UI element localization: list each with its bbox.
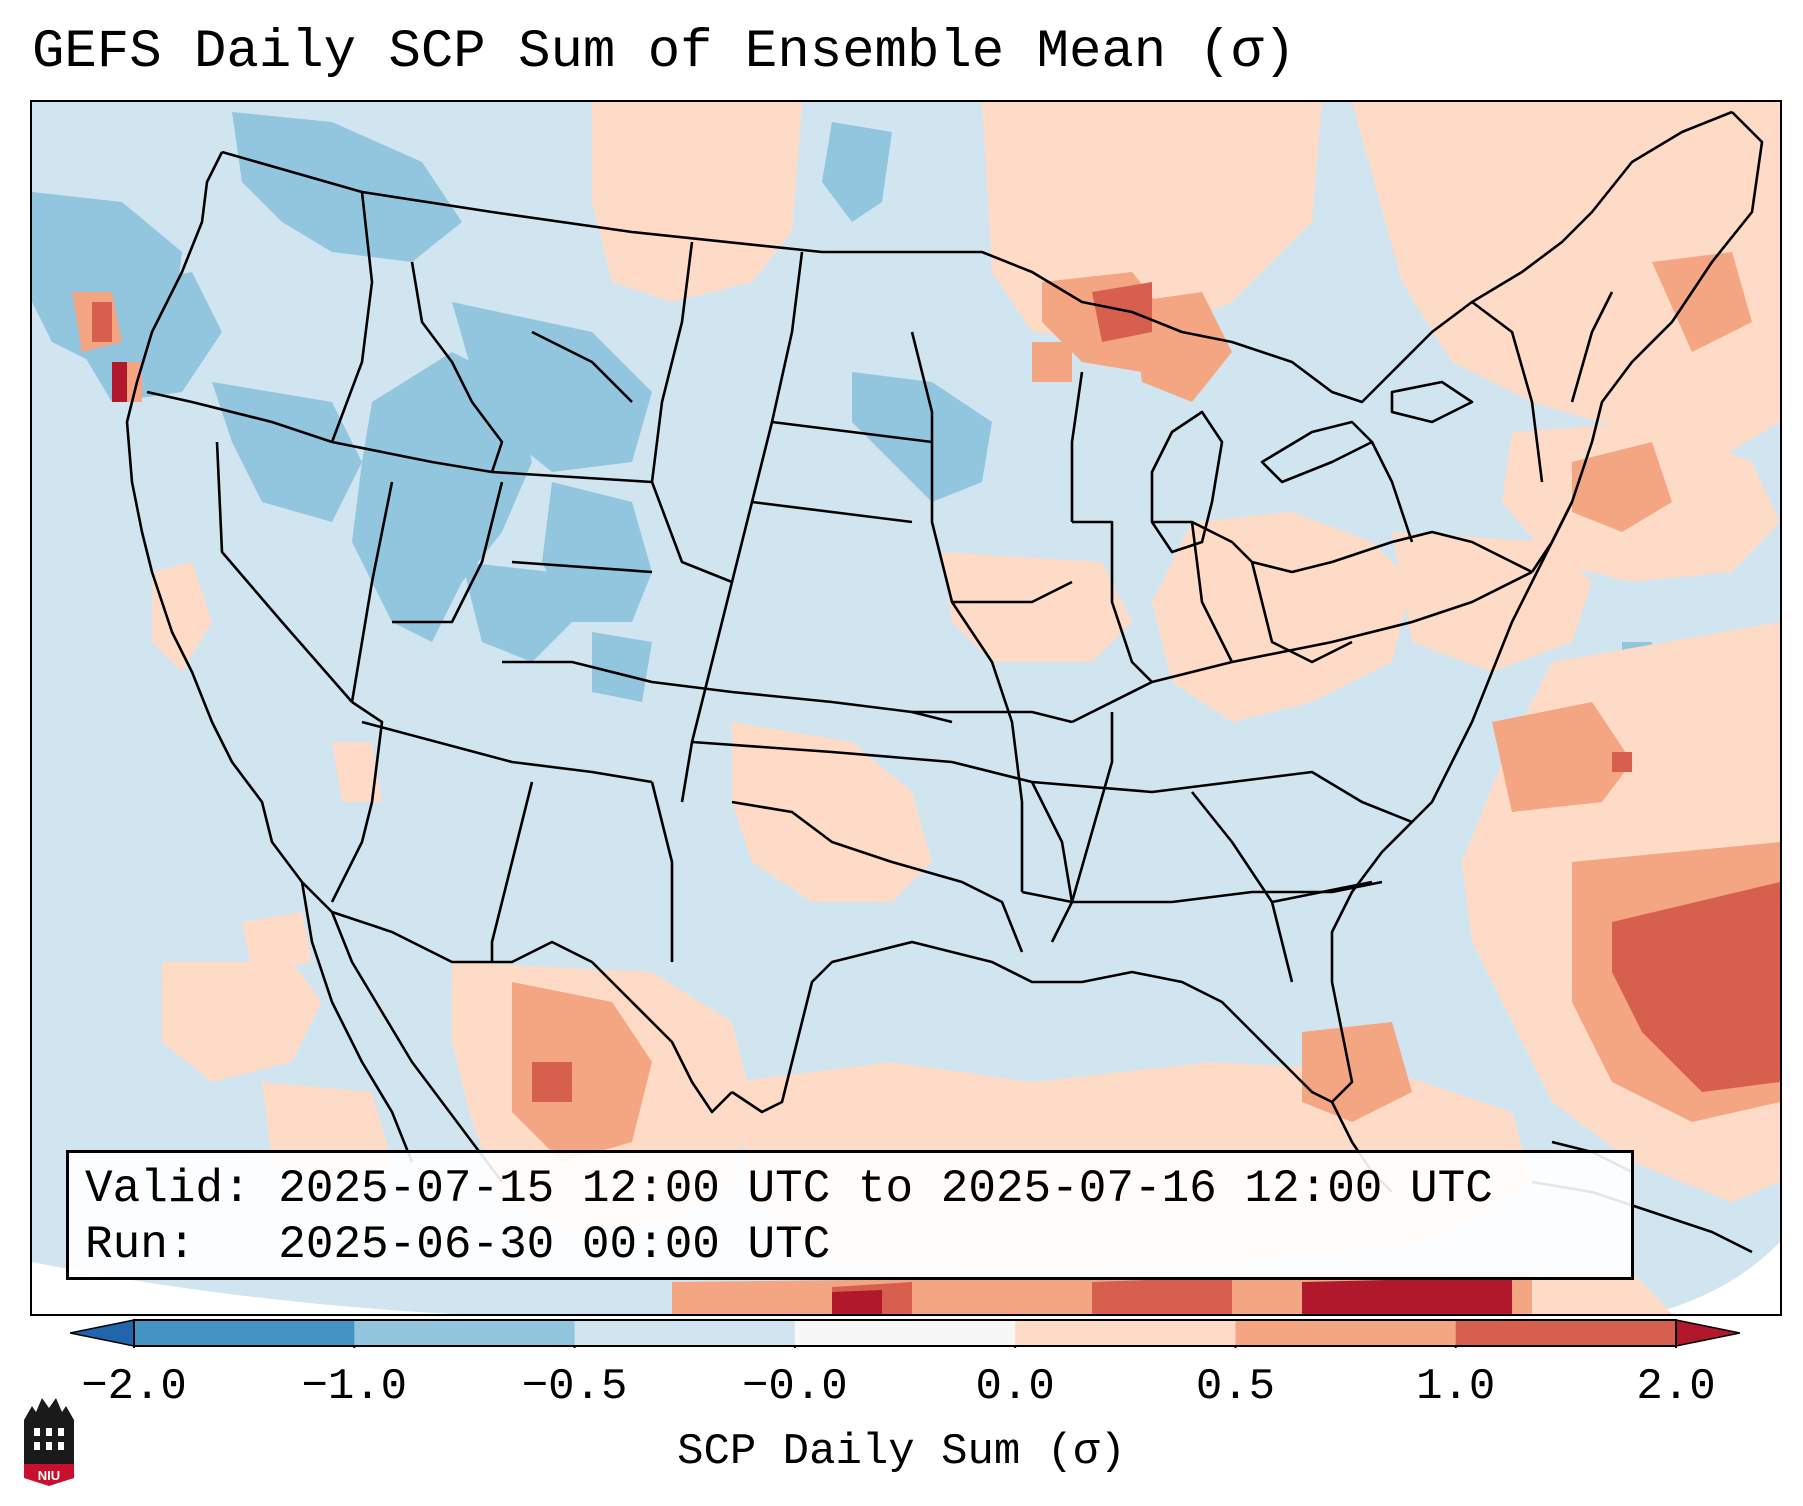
domain-edge-left [32, 1262, 452, 1314]
colorbar-tick-label: −0.5 [521, 1362, 628, 1412]
colorbar-bin [134, 1320, 355, 1346]
colorbar-tick-label: −2.0 [81, 1362, 187, 1412]
map-panel [30, 100, 1782, 1316]
chart-title: GEFS Daily SCP Sum of Ensemble Mean (σ) [32, 22, 1296, 83]
colorbar-bin [794, 1320, 1016, 1346]
positive-strong-anomaly-region [92, 282, 1780, 1314]
map-svg [32, 102, 1780, 1314]
negative-anomaly-region [32, 112, 1652, 702]
colorbar-extend-low [70, 1319, 135, 1347]
valid-time-box: Valid: 2025-07-15 12:00 UTC to 2025-07-1… [66, 1150, 1634, 1280]
colorbar-bin [1015, 1320, 1236, 1346]
state-boundaries [125, 110, 1764, 1254]
colorbar-bin [574, 1320, 796, 1346]
colorbar [70, 1319, 1740, 1348]
valid-line: Valid: 2025-07-15 12:00 UTC to 2025-07-1… [85, 1163, 1493, 1215]
domain-edge-right [1652, 1242, 1780, 1314]
positive-extreme-anomaly-region [112, 362, 1512, 1314]
colorbar-tick-label: 0.0 [975, 1362, 1055, 1412]
colorbar-tick-label: 2.0 [1636, 1362, 1716, 1412]
colorbar-tick-label: −1.0 [301, 1362, 408, 1412]
run-line: Run: 2025-06-30 00:00 UTC [85, 1219, 831, 1271]
colorbar-tick-label: −0.0 [742, 1362, 848, 1412]
colorbar-label: SCP Daily Sum (σ) [677, 1427, 1126, 1477]
colorbar-frame [133, 1319, 1677, 1347]
niu-logo: NIU [24, 1398, 74, 1486]
colorbar-bin [1235, 1320, 1457, 1346]
colorbar-bin [1455, 1320, 1677, 1346]
logo-text: NIU [38, 1468, 60, 1483]
colorbar-bin [354, 1320, 576, 1346]
colorbar-extend-high [1675, 1319, 1740, 1347]
colorbar-tick-label: 0.5 [1195, 1362, 1276, 1412]
colorbar-tick-label: 1.0 [1416, 1362, 1496, 1412]
